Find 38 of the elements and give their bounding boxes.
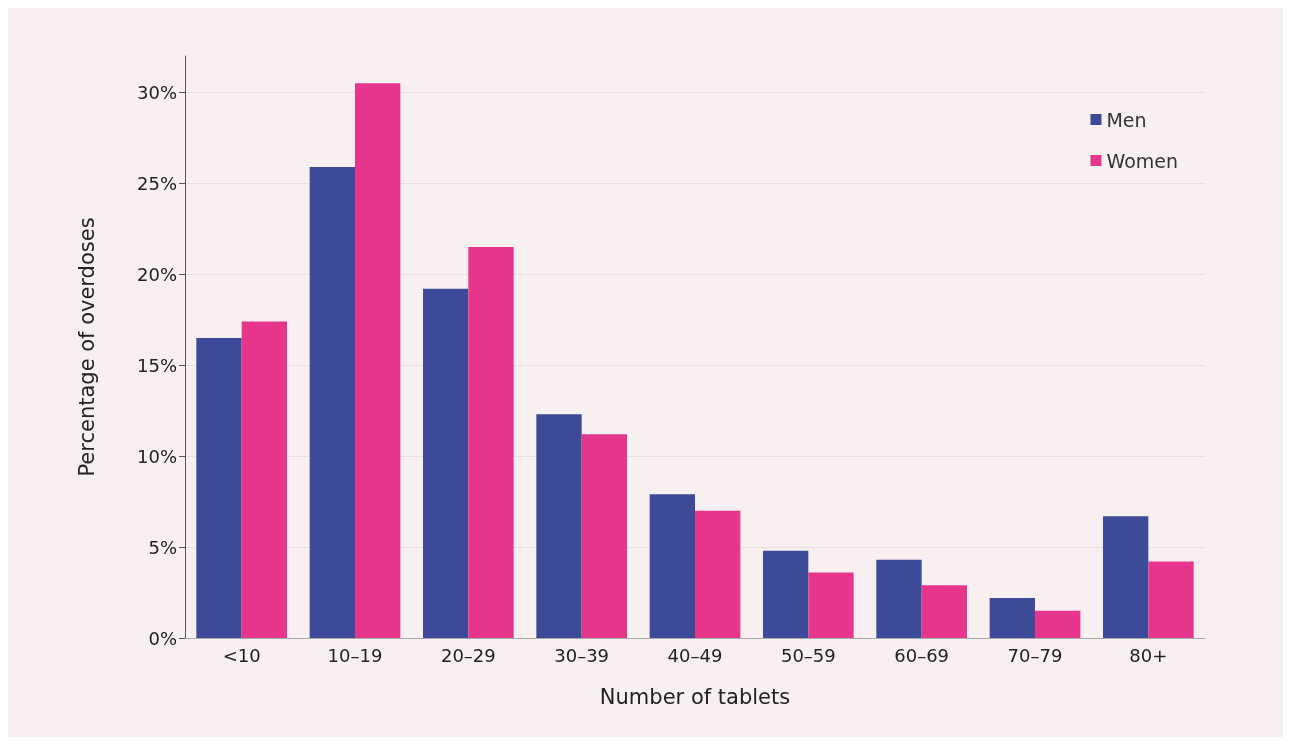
bar [355,83,401,638]
bar [468,246,514,638]
bar [1103,516,1149,638]
bar [581,434,627,638]
bar [1148,561,1194,638]
y-tick-label: 30% [136,81,177,103]
y-tick-label: 10% [136,445,177,467]
bar [921,585,967,638]
bar [1035,610,1081,638]
legend-label: Men [1106,108,1147,131]
bar [649,494,695,638]
x-tick-label: 80+ [1129,644,1168,666]
x-tick-label: 30–39 [554,644,610,666]
bar [196,337,242,638]
y-tick-label: 25% [136,172,177,194]
bar [423,288,469,638]
x-axis-title: Number of tablets [599,684,791,709]
y-tick-label: 5% [148,536,177,558]
bar [309,166,355,638]
bar [876,559,922,638]
x-tick-label: 50–59 [780,644,836,666]
bar [241,321,287,638]
legend-label: Women [1106,149,1179,172]
x-tick-label: 70–79 [1007,644,1063,666]
x-tick-label: 10–19 [327,644,383,666]
y-tick-label: 0% [148,627,177,649]
x-tick-label: 40–49 [667,644,723,666]
x-tick-label: 60–69 [894,644,950,666]
bar [763,550,809,638]
y-tick-label: 15% [136,354,177,376]
x-tick-label: 20–29 [440,644,496,666]
bar [695,510,741,638]
bar [808,572,854,638]
y-tick-label: 20% [136,263,177,285]
y-axis-title: Percentage of overdoses [74,217,99,477]
bar [989,597,1035,638]
bar [536,414,582,638]
x-tick-label: <10 [222,644,261,666]
